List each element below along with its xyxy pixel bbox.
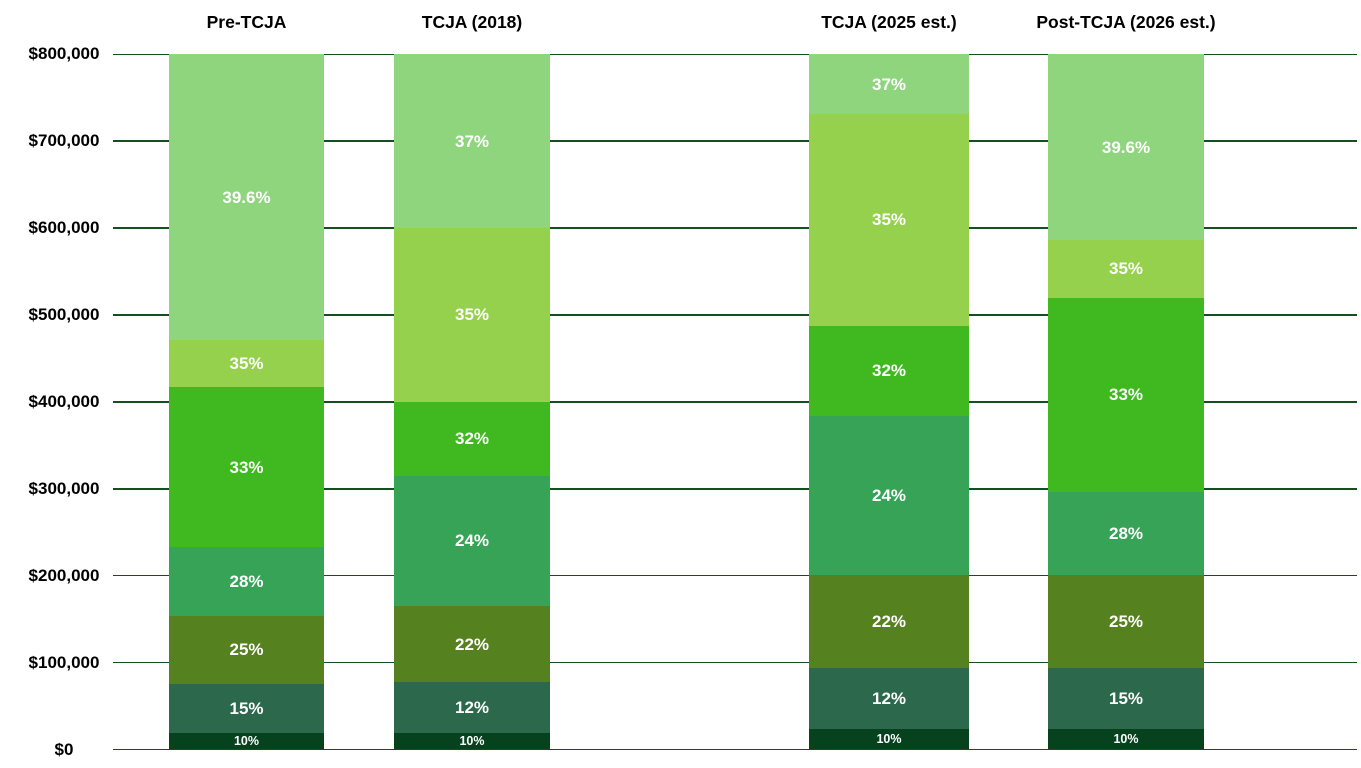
bar-segment-rate-24: 24% <box>394 475 550 607</box>
segment-rate-label: 37% <box>454 131 490 151</box>
y-axis-tick-label: $200,000 <box>28 565 100 585</box>
y-axis-tick-label: $700,000 <box>28 131 100 151</box>
bar-segment-rate-37: 37% <box>809 54 969 115</box>
segment-rate-label: 15% <box>229 698 264 718</box>
column-header-tcja-2018: TCJA (2018) <box>421 12 523 32</box>
gridline <box>113 140 1357 142</box>
bar-segment-rate-35: 35% <box>809 114 969 326</box>
segment-rate-label: 35% <box>454 305 490 325</box>
bar-segment-rate-28: 28% <box>1048 491 1204 576</box>
gridline <box>113 488 1357 490</box>
y-axis-tick-label: $500,000 <box>28 305 100 324</box>
gridline <box>113 53 1357 56</box>
bar-segment-rate-35: 35% <box>1048 239 1204 298</box>
bar-segment-rate-12: 12% <box>809 667 969 730</box>
segment-rate-label: 10% <box>233 734 260 749</box>
gridline <box>113 227 1357 229</box>
bar-segment-rate-32: 32% <box>809 325 969 416</box>
segment-rate-label: 24% <box>454 531 490 551</box>
segment-rate-label: 22% <box>454 634 490 654</box>
segment-rate-label: 39.6% <box>1101 137 1151 157</box>
gridline <box>113 314 1357 316</box>
segment-rate-label: 25% <box>229 640 264 660</box>
bar-segment-rate-24: 24% <box>809 415 969 575</box>
segment-rate-label: 32% <box>454 429 490 449</box>
segment-rate-label: 35% <box>871 210 907 230</box>
column-header-pre-tcja: Pre-TCJA <box>206 12 287 32</box>
segment-rate-label: 12% <box>454 698 490 718</box>
segment-rate-label: 25% <box>1108 611 1144 631</box>
segment-rate-label: 10% <box>459 733 485 748</box>
segment-rate-label: 15% <box>1108 688 1144 708</box>
bar-segment-rate-12: 12% <box>394 682 550 733</box>
segment-rate-label: 39.6% <box>222 187 271 207</box>
bar-segment-rate-10: 10% <box>394 732 550 750</box>
bar-segment-rate-33: 33% <box>169 387 324 547</box>
bar-column-1: 10% 15% 25% 28% 33% 35% 39.6% <box>169 54 324 750</box>
bar-segment-rate-10: 10% <box>169 733 324 750</box>
bar-column-3: 10% 12% 22% 24% 32% 35% 37% <box>809 54 969 750</box>
segment-rate-label: 10% <box>876 732 902 747</box>
gridline <box>113 574 1357 577</box>
bar-segment-rate-39-6: 39.6% <box>1048 54 1204 240</box>
segment-rate-label: 28% <box>229 572 264 592</box>
segment-rate-label: 22% <box>871 611 907 631</box>
segment-rate-label: 10% <box>1113 731 1139 746</box>
y-axis-tick-label: $400,000 <box>28 391 100 411</box>
bar-segment-rate-10: 10% <box>1048 728 1204 750</box>
bar-segment-rate-10: 10% <box>809 729 969 750</box>
bar-segment-rate-22: 22% <box>809 574 969 668</box>
segment-rate-label: 33% <box>229 457 264 477</box>
bar-segment-rate-32: 32% <box>394 401 550 476</box>
bar-segment-rate-25: 25% <box>1048 575 1204 668</box>
bar-segment-rate-22: 22% <box>394 606 550 683</box>
gridline <box>113 401 1357 403</box>
gridline <box>113 748 1357 751</box>
segment-rate-label: 33% <box>1108 385 1144 405</box>
bar-segment-rate-15: 15% <box>169 683 324 734</box>
bar-segment-rate-28: 28% <box>169 546 324 617</box>
bar-segment-rate-39-6: 39.6% <box>169 54 324 341</box>
segment-rate-label: 32% <box>871 361 907 381</box>
gridline <box>113 661 1357 664</box>
bar-column-2: 10% 12% 22% 24% 32% 35% 37% <box>394 54 550 750</box>
column-header-tcja-2025-est: TCJA (2025 est.) <box>821 12 957 32</box>
bar-segment-rate-33: 33% <box>1048 297 1204 492</box>
segment-rate-label: 35% <box>1108 259 1144 279</box>
bar-segment-rate-25: 25% <box>169 616 324 684</box>
y-axis-tick-label: $100,000 <box>28 652 100 672</box>
bar-segment-rate-37: 37% <box>394 54 550 229</box>
segment-rate-label: 37% <box>871 74 907 94</box>
bar-segment-rate-15: 15% <box>1048 667 1204 729</box>
segment-rate-label: 35% <box>229 354 264 374</box>
bar-column-4: 10% 15% 25% 28% 33% 35% 39.6% <box>1048 54 1204 750</box>
segment-rate-label: 12% <box>871 688 907 708</box>
y-axis-tick-label: $0 <box>54 739 74 759</box>
bar-segment-rate-35: 35% <box>169 340 324 388</box>
segment-rate-label: 28% <box>1108 524 1144 544</box>
y-axis-tick-label: $800,000 <box>28 44 100 64</box>
y-axis-tick-label: $600,000 <box>28 218 100 238</box>
segment-rate-label: 24% <box>871 485 907 505</box>
y-axis-tick-label: $300,000 <box>28 478 100 498</box>
column-header-post-tcja-2026-est: Post-TCJA (2026 est.) <box>1036 12 1216 32</box>
bar-segment-rate-35: 35% <box>394 228 550 402</box>
